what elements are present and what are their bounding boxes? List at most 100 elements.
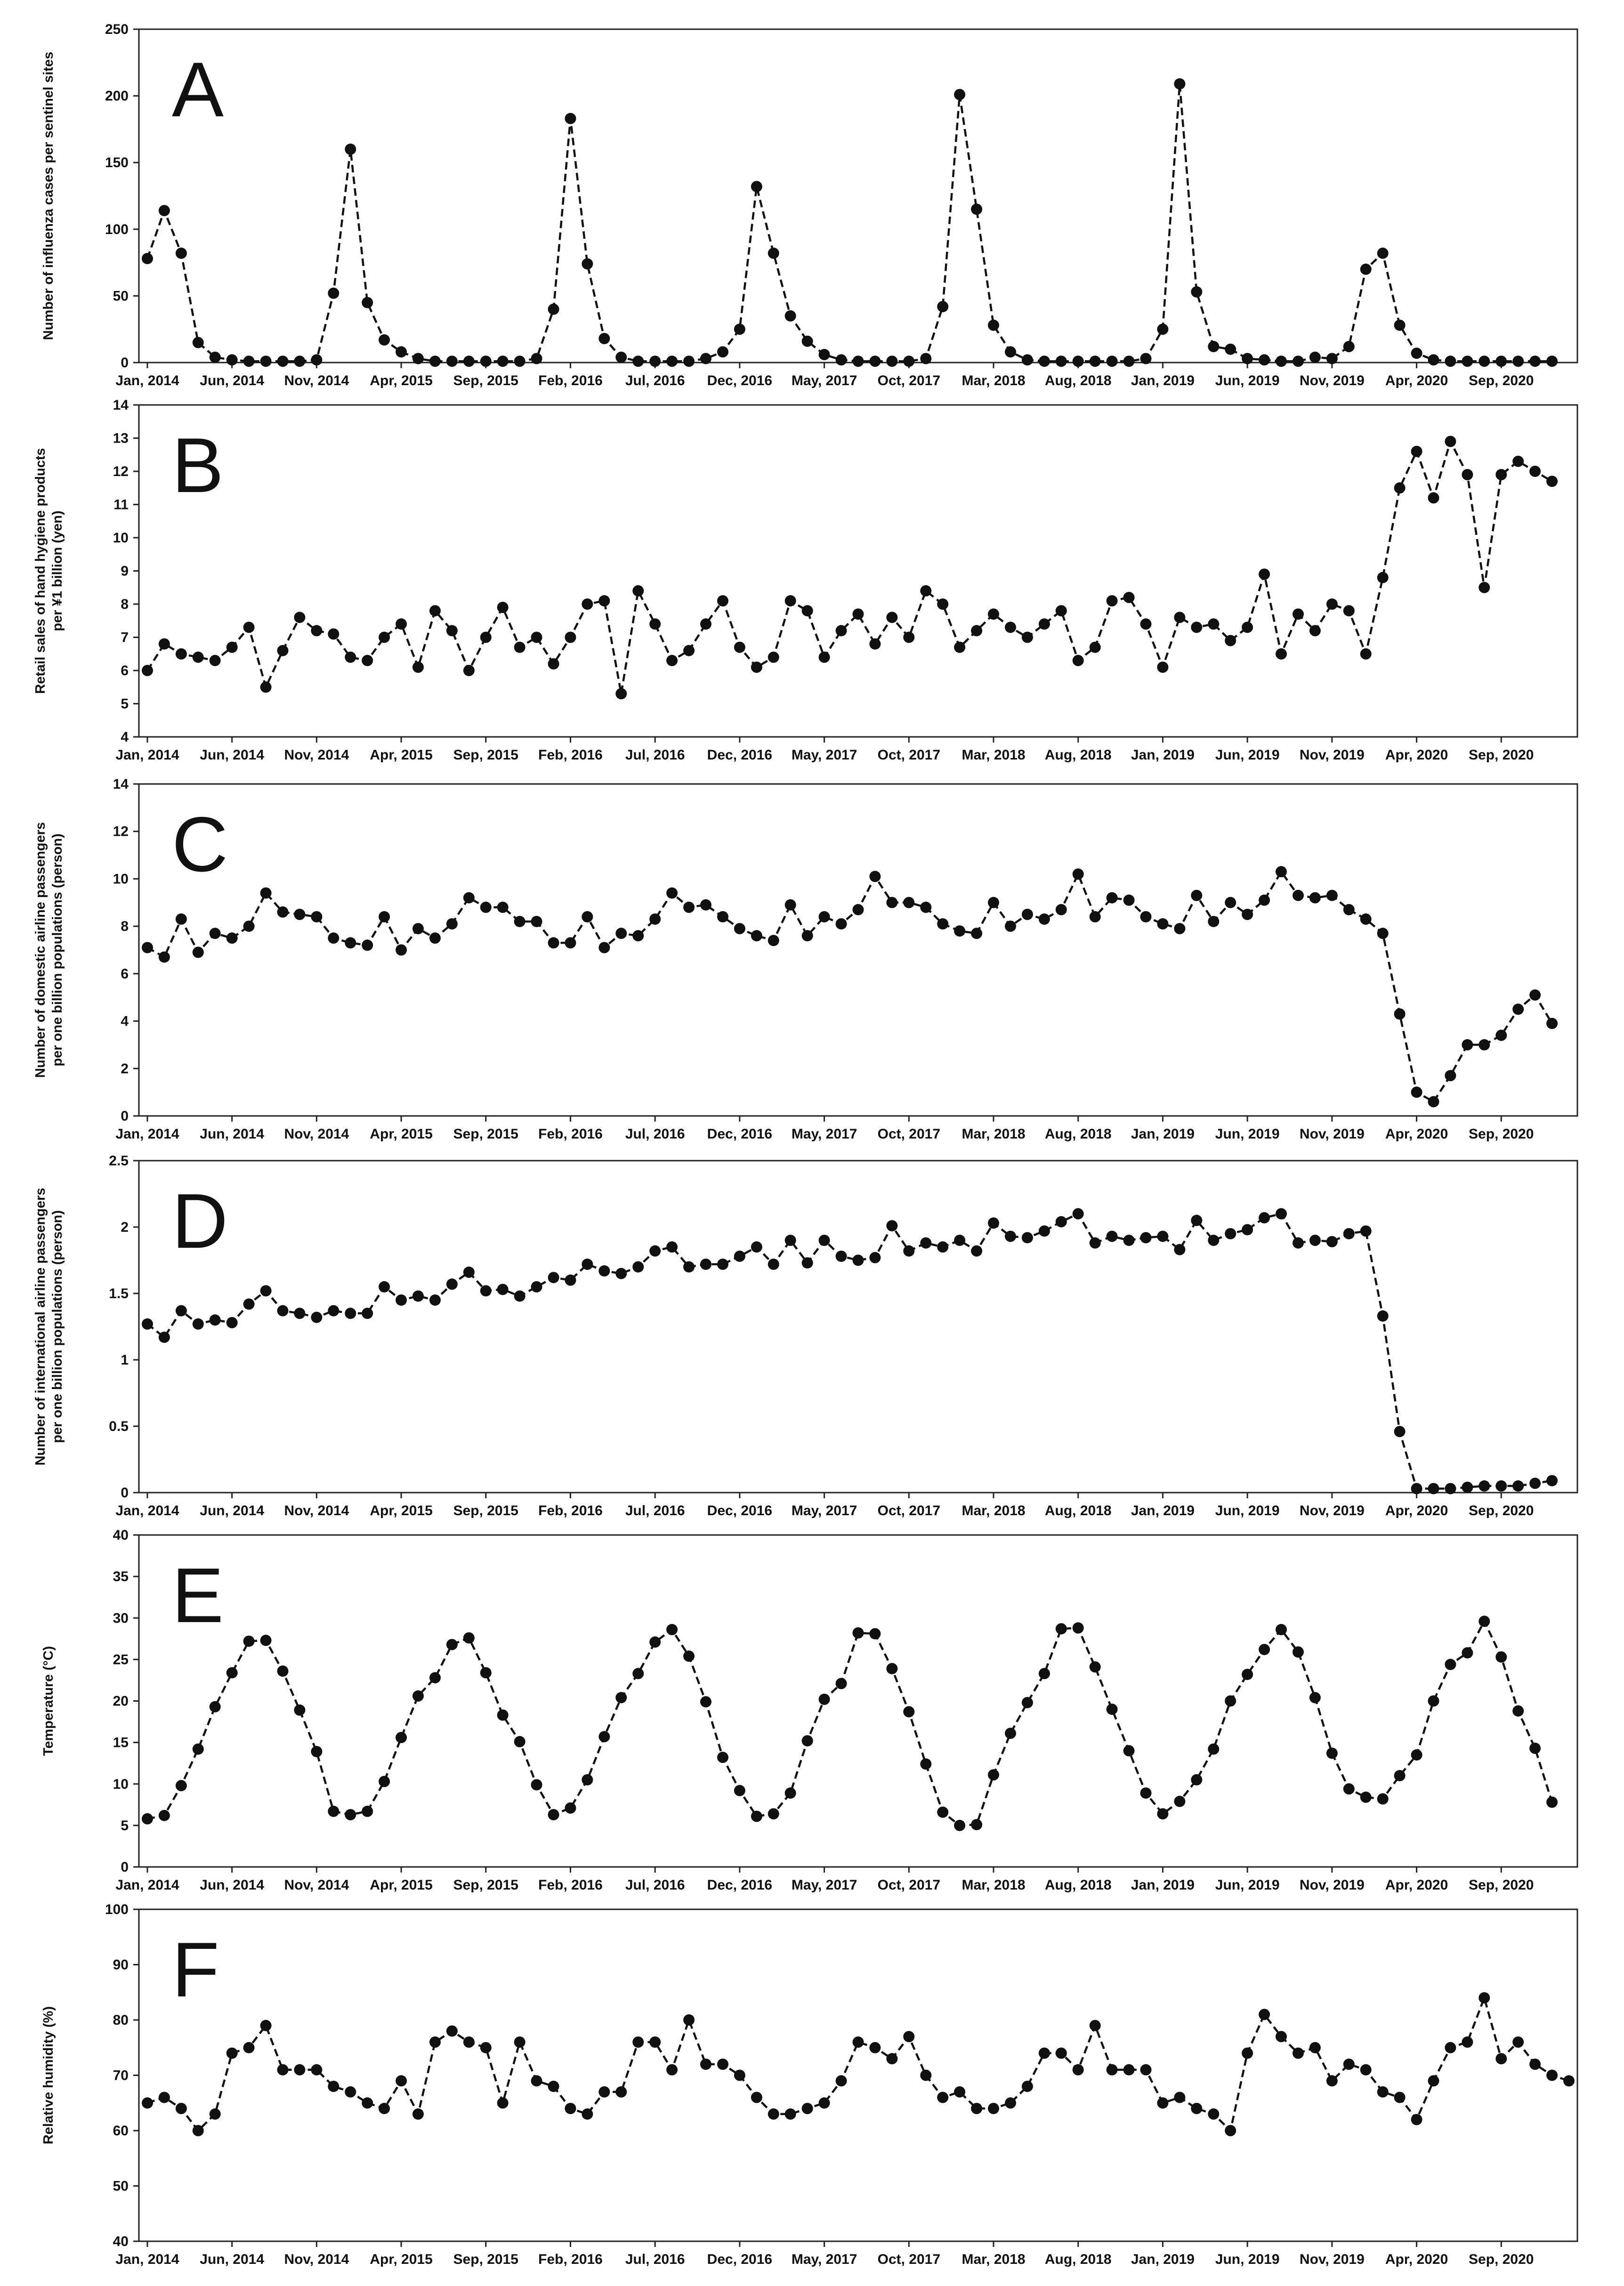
data-point <box>1259 1212 1270 1224</box>
data-point <box>1512 1480 1524 1492</box>
data-point <box>1495 2053 1507 2065</box>
data-point <box>1208 2108 1220 2120</box>
data-point <box>666 654 678 666</box>
data-point <box>1326 353 1338 364</box>
x-tick-label: Jan, 2014 <box>115 1126 179 1142</box>
data-point <box>1038 1668 1050 1680</box>
data-point <box>396 1294 407 1306</box>
y-tick-label: 100 <box>105 222 129 237</box>
data-point <box>1174 78 1186 90</box>
data-point <box>1377 2086 1389 2098</box>
x-tick-label: Feb, 2016 <box>538 373 603 388</box>
data-point <box>294 2064 306 2076</box>
x-tick-label: Jun, 2014 <box>200 1126 264 1142</box>
data-point <box>226 1317 238 1328</box>
data-point <box>175 648 187 660</box>
data-point <box>835 918 847 930</box>
data-point <box>1360 648 1372 660</box>
x-tick-label: Nov, 2019 <box>1300 747 1365 763</box>
data-point <box>666 1241 678 1253</box>
data-point <box>429 932 441 944</box>
data-point <box>700 618 711 630</box>
data-point <box>1072 2064 1084 2076</box>
data-point <box>1140 353 1152 364</box>
data-point <box>649 1636 661 1648</box>
panel-letter: F <box>172 1926 219 2013</box>
data-point <box>801 2103 813 2114</box>
x-tick-label: Aug, 2018 <box>1045 1503 1112 1519</box>
x-tick-label: Oct, 2017 <box>878 1126 940 1142</box>
data-point <box>852 904 864 915</box>
data-point <box>1293 2047 1304 2059</box>
y-tick-label: 8 <box>121 919 129 934</box>
data-point <box>852 355 864 367</box>
x-tick-label: Sep, 2015 <box>453 747 518 763</box>
x-tick-label: Mar, 2018 <box>961 1877 1025 1893</box>
y-tick-label: 15 <box>113 1735 129 1751</box>
x-tick-label: Feb, 2016 <box>538 1126 603 1142</box>
data-point <box>260 1634 272 1646</box>
data-point <box>463 2036 475 2048</box>
x-tick-label: Feb, 2016 <box>538 1503 603 1519</box>
x-tick-label: Apr, 2020 <box>1385 1877 1448 1893</box>
x-tick-label: Jun, 2019 <box>1215 1503 1280 1519</box>
x-tick-label: Nov, 2014 <box>284 373 349 388</box>
data-point <box>1563 2075 1575 2087</box>
data-point <box>1157 2097 1169 2109</box>
data-point <box>1242 2047 1253 2059</box>
data-point <box>717 2059 728 2070</box>
y-tick-label: 2 <box>121 1220 129 1235</box>
data-point <box>1377 1793 1389 1805</box>
y-tick-label: 4 <box>121 1014 129 1029</box>
data-point <box>1276 355 1287 367</box>
data-point <box>497 2097 509 2109</box>
data-point <box>835 625 847 637</box>
x-tick-label: Sep, 2015 <box>453 1126 518 1142</box>
data-point <box>1208 1743 1220 1755</box>
y-tick-label: 200 <box>105 89 129 104</box>
x-tick-label: Sep, 2020 <box>1469 1503 1534 1519</box>
data-point <box>1055 904 1067 915</box>
data-point <box>988 319 999 331</box>
data-point <box>784 1235 796 1246</box>
data-point <box>751 2092 762 2103</box>
data-point <box>1259 354 1270 366</box>
y-axis-title: Number of influenza cases per sentinel s… <box>41 52 56 340</box>
data-point <box>175 913 187 925</box>
data-point <box>666 1624 678 1635</box>
data-point <box>277 645 289 656</box>
data-point <box>1123 1235 1135 1246</box>
y-tick-label: 1 <box>121 1352 129 1368</box>
x-tick-label: Oct, 2017 <box>878 2252 940 2267</box>
data-point <box>396 1732 407 1744</box>
data-point <box>1360 1225 1372 1237</box>
x-tick-label: Dec, 2016 <box>707 1877 772 1893</box>
data-point <box>311 1311 323 1323</box>
x-tick-label: Jan, 2014 <box>115 1503 179 1519</box>
data-point <box>209 2108 221 2120</box>
data-point <box>192 1318 204 1330</box>
data-point <box>886 1663 898 1674</box>
x-tick-label: Apr, 2020 <box>1385 2252 1448 2267</box>
data-point <box>649 913 661 925</box>
data-point <box>1038 2047 1050 2059</box>
data-point <box>497 1709 509 1721</box>
data-point <box>379 911 390 922</box>
x-tick-label: Feb, 2016 <box>538 1877 603 1893</box>
x-tick-label: Mar, 2018 <box>961 1126 1025 1142</box>
data-point <box>1106 355 1118 367</box>
data-point <box>768 2108 779 2120</box>
data-point <box>1072 654 1084 666</box>
data-point <box>700 1696 711 1708</box>
x-tick-label: Jun, 2019 <box>1215 747 1280 763</box>
data-point <box>734 323 745 335</box>
data-point <box>412 353 424 364</box>
data-point <box>142 1813 153 1825</box>
data-point <box>801 1735 813 1747</box>
data-point <box>1208 1235 1220 1246</box>
data-point <box>784 310 796 322</box>
data-point <box>1411 1086 1422 1098</box>
data-point <box>1038 1225 1050 1237</box>
data-point <box>1411 347 1422 359</box>
x-tick-label: Jun, 2014 <box>200 747 264 763</box>
